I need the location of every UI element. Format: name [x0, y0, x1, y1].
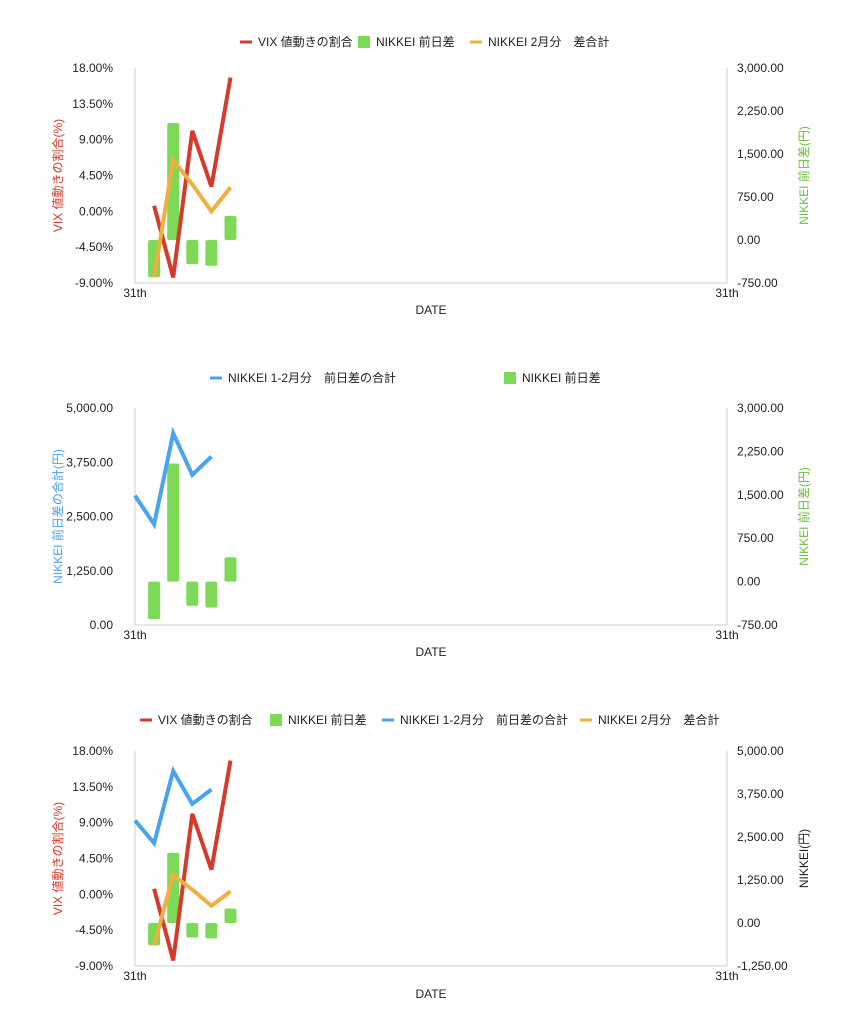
- legend-label: NIKKEI 1-2月分 前日差の合計: [228, 370, 396, 385]
- x-tick-label: 31th: [123, 286, 146, 300]
- left-tick-label: 5,000.00: [66, 401, 113, 415]
- right-tick-label: 3,750.00: [737, 787, 784, 801]
- series-line: [152, 871, 232, 946]
- left-tick-label: 18.00%: [72, 61, 113, 75]
- right-tick-label: 0.00: [737, 575, 761, 589]
- left-axis-title: VIX 値動きの割合(%): [50, 119, 65, 232]
- bar-segment: [167, 852, 180, 923]
- legend-label: NIKKEI 前日差: [376, 34, 455, 49]
- legend-label: NIKKEI 2月分 差合計: [488, 34, 609, 49]
- x-tick-label: 31th: [123, 628, 146, 642]
- x-axis-title: DATE: [415, 987, 446, 1001]
- right-tick-label: 1,500.00: [737, 147, 784, 161]
- bar-segment: [224, 908, 237, 923]
- legend-swatch: [504, 372, 516, 384]
- right-tick-label: 0.00: [737, 916, 761, 930]
- left-tick-label: 13.50%: [72, 97, 113, 111]
- chart-vix-nikkei-2m: VIX 値動きの割合 NIKKEI 前日差 NIKKEI 2月分 差合計 -9.00%…: [50, 34, 811, 317]
- right-tick-label: 2,250.00: [737, 444, 784, 458]
- bar-segment: [167, 123, 180, 240]
- legend-label: VIX 値動きの割合: [258, 34, 353, 49]
- legend-item: VIX 値動きの割合: [240, 34, 353, 49]
- bar-segment: [186, 923, 199, 938]
- legend-item: NIKKEI 2月分 差合計: [470, 34, 609, 49]
- x-axis-title: DATE: [415, 645, 446, 659]
- legend-item: NIKKEI 1-2月分 前日差の合計: [382, 712, 568, 727]
- left-tick-label: 13.50%: [72, 780, 113, 794]
- series-line: [152, 760, 233, 961]
- legend-item: NIKKEI 2月分 差合計: [580, 712, 719, 727]
- left-tick-label: 0.00: [90, 618, 114, 632]
- right-tick-label: 3,000.00: [737, 61, 784, 75]
- x-tick-label: 31th: [715, 969, 738, 983]
- right-axis-title: NIKKEI 前日差(円): [796, 126, 811, 225]
- x-tick-label: 31th: [715, 286, 738, 300]
- right-tick-label: 3,000.00: [737, 401, 784, 415]
- series-line: [133, 426, 213, 530]
- bar-segment: [205, 923, 218, 939]
- right-tick-label: -750.00: [737, 276, 778, 290]
- series-line: [152, 77, 233, 278]
- bar-segment: [205, 240, 218, 266]
- legend-item: VIX 値動きの割合: [140, 712, 253, 727]
- legend-label: NIKKEI 前日差: [522, 370, 601, 385]
- chart-nikkei-1-2m: NIKKEI 1-2月分 前日差の合計 NIKKEI 前日差 0.00 1,250.0…: [50, 370, 811, 659]
- right-axis-title: NIKKEI 前日差(円): [796, 467, 811, 566]
- right-tick-label: 1,250.00: [737, 873, 784, 887]
- x-tick-label: 31th: [123, 969, 146, 983]
- legend-label: VIX 値動きの割合: [158, 712, 253, 727]
- left-tick-label: 9.00%: [79, 816, 113, 830]
- legend-item: NIKKEI 前日差: [270, 712, 367, 727]
- right-tick-label: -750.00: [737, 618, 778, 632]
- left-tick-label: 1,250.00: [66, 564, 113, 578]
- right-tick-label: 2,500.00: [737, 830, 784, 844]
- legend-label: NIKKEI 2月分 差合計: [598, 712, 719, 727]
- right-tick-label: 0.00: [737, 233, 761, 247]
- legend-swatch: [270, 714, 282, 726]
- bar-segment: [224, 557, 237, 582]
- bar-segment: [186, 581, 199, 606]
- legend-label: NIKKEI 1-2月分 前日差の合計: [400, 712, 568, 727]
- right-tick-label: 5,000.00: [737, 744, 784, 758]
- left-tick-label: 4.50%: [79, 169, 113, 183]
- right-tick-label: 1,500.00: [737, 488, 784, 502]
- right-tick-label: -1,250.00: [737, 959, 788, 973]
- x-tick-label: 31th: [715, 628, 738, 642]
- series-line: [152, 155, 233, 278]
- right-axis-title: NIKKEI(円): [797, 829, 811, 888]
- left-tick-label: 9.00%: [79, 133, 113, 147]
- left-tick-label: -4.50%: [75, 240, 113, 254]
- x-axis-title: DATE: [415, 303, 446, 317]
- bar-segment: [186, 240, 199, 265]
- bar-segment: [148, 581, 161, 620]
- left-tick-label: 4.50%: [79, 852, 113, 866]
- bar-segment: [224, 215, 237, 240]
- left-tick-label: 2,500.00: [66, 510, 113, 524]
- right-tick-label: 750.00: [737, 531, 774, 545]
- right-tick-label: 750.00: [737, 190, 774, 204]
- left-tick-label: -4.50%: [75, 923, 113, 937]
- chart-combined: VIX 値動きの割合 NIKKEI 前日差 NIKKEI 1-2月分 前日差の合計 N…: [50, 712, 811, 1001]
- left-axis-title: VIX 値動きの割合(%): [50, 802, 65, 915]
- legend-item: NIKKEI 前日差: [504, 370, 601, 385]
- right-tick-label: 2,250.00: [737, 104, 784, 118]
- bar-segment: [205, 581, 218, 608]
- legend-swatch: [358, 36, 370, 48]
- bar-segment: [167, 463, 180, 582]
- left-axis-title: NIKKEI 前日差の合計(円): [50, 449, 65, 584]
- legend-item: NIKKEI 前日差: [358, 34, 455, 49]
- left-tick-label: 0.00%: [79, 887, 113, 901]
- left-tick-label: -9.00%: [75, 276, 113, 290]
- left-tick-label: 0.00%: [79, 204, 113, 218]
- left-tick-label: 18.00%: [72, 744, 113, 758]
- left-tick-label: 3,750.00: [66, 455, 113, 469]
- left-tick-label: -9.00%: [75, 959, 113, 973]
- legend-item: NIKKEI 1-2月分 前日差の合計: [210, 370, 396, 385]
- legend-label: NIKKEI 前日差: [288, 712, 367, 727]
- series-line: [133, 765, 213, 848]
